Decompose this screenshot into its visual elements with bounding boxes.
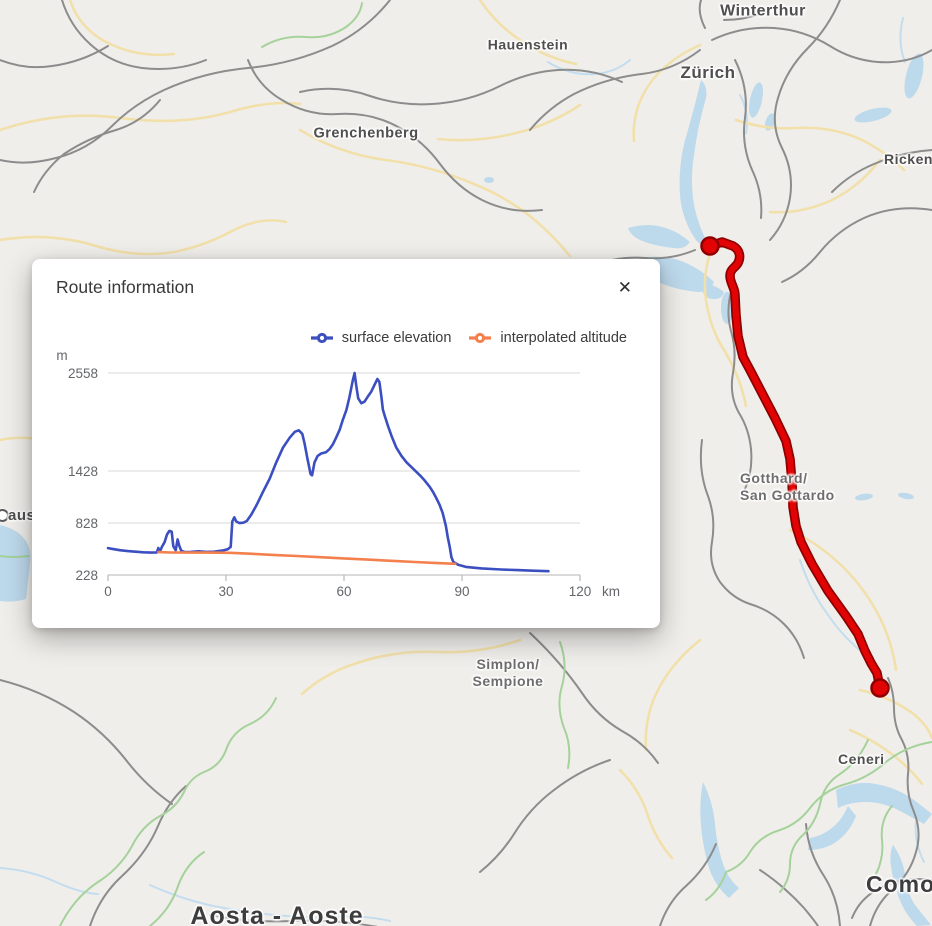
svg-text:0: 0 <box>104 584 112 599</box>
chart-legend: surface elevation interpolated altitude <box>309 330 627 346</box>
svg-text:60: 60 <box>336 584 351 599</box>
chart-series <box>106 371 550 573</box>
svg-text:1428: 1428 <box>68 464 98 479</box>
legend-label: interpolated altitude <box>500 330 627 346</box>
rivers <box>0 17 925 922</box>
map-label-zurich: Zürich <box>680 62 736 82</box>
map-label-ceneri: Ceneri <box>838 751 885 767</box>
svg-text:120: 120 <box>569 584 592 599</box>
legend-item-interpolated-altitude[interactable]: interpolated altitude <box>467 330 627 346</box>
elevation-chart: m 228 828 1428 2558 0 30 60 90 120 km <box>56 348 620 599</box>
svg-text:828: 828 <box>75 516 98 531</box>
route-end-marker <box>870 678 890 698</box>
map-label-ricken: Ricken <box>884 151 932 167</box>
map-label-aosta: Aosta - Aoste <box>190 902 364 926</box>
svg-text:90: 90 <box>454 584 469 599</box>
route-information-panel: Route information ✕ surface elevation in… <box>32 259 660 628</box>
surface-elevation-marker-icon <box>310 332 333 344</box>
map-label-lausanne-partial: aus <box>8 507 36 524</box>
svg-text:30: 30 <box>218 584 233 599</box>
interpolated-altitude-marker-icon <box>469 332 492 344</box>
y-axis-unit: m <box>56 348 67 363</box>
map-label-hauenstein: Hauenstein <box>487 36 569 53</box>
map-label-simplon: Simplon/ Sempione <box>472 656 544 689</box>
route[interactable] <box>700 236 890 698</box>
map-label-gotthard: Gotthard/ San Gottardo <box>740 470 835 503</box>
route-path[interactable] <box>707 239 883 691</box>
route-start-marker <box>700 236 720 256</box>
gridlines <box>108 372 580 524</box>
legend-label: surface elevation <box>341 330 452 346</box>
tick-labels: 228 828 1428 2558 0 30 60 90 120 <box>68 366 591 599</box>
x-axis-unit: km <box>602 584 620 599</box>
map-label-como: Como <box>866 871 932 897</box>
svg-text:2558: 2558 <box>68 366 98 381</box>
town-marker-icon <box>0 509 9 522</box>
axes <box>107 574 581 581</box>
close-button[interactable]: ✕ <box>617 278 632 297</box>
map-label-winterthur: Winterthur <box>720 2 806 20</box>
svg-text:228: 228 <box>75 568 98 583</box>
panel-title: Route information <box>56 277 195 297</box>
map-label-grenchenberg: Grenchenberg <box>313 125 419 142</box>
legend-item-surface-elevation[interactable]: surface elevation <box>309 330 452 346</box>
